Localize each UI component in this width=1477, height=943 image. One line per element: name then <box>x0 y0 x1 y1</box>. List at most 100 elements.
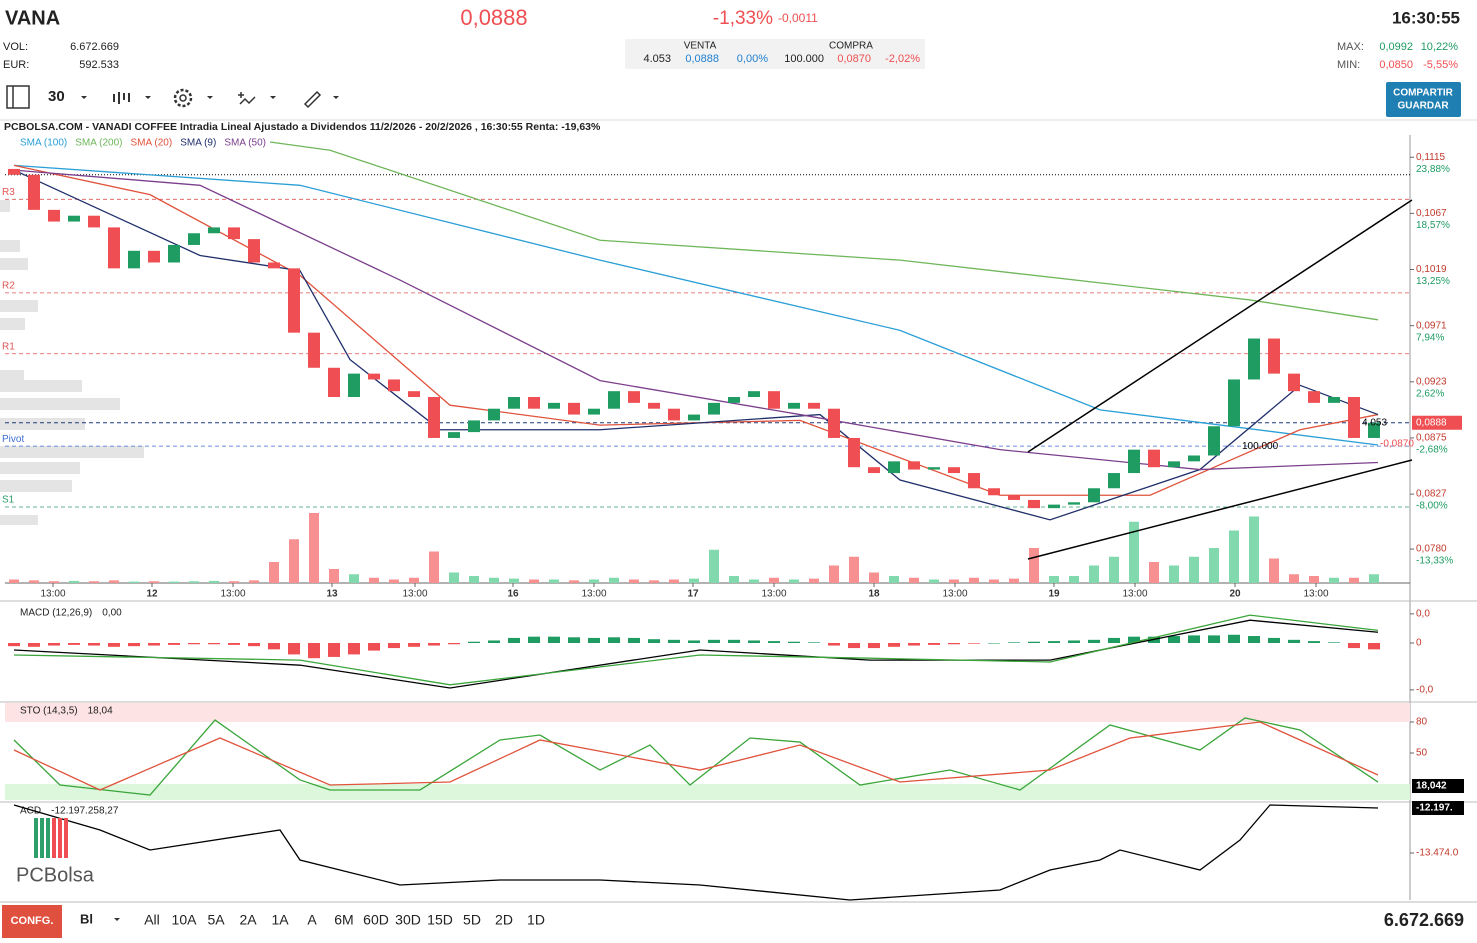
histogram-bar <box>48 643 60 646</box>
compra-qty: 100.000 <box>784 53 824 65</box>
period-button[interactable]: A <box>307 912 317 928</box>
histogram-bar <box>1188 635 1200 643</box>
dropdown-carets[interactable] <box>81 96 339 99</box>
histogram-bar <box>708 639 720 643</box>
symbol: VANA <box>5 7 60 29</box>
volume-bar <box>89 581 99 583</box>
period-button[interactable]: 1A <box>271 912 289 928</box>
histogram-bar <box>528 636 540 643</box>
period-button[interactable]: 2D <box>495 912 513 928</box>
volume-bar <box>149 581 159 583</box>
volume-bar <box>1109 556 1119 583</box>
config-button[interactable] <box>2 905 62 938</box>
histogram-bar <box>788 641 800 643</box>
chart-title: PCBOLSA.COM - VANADI COFFEE Intradia Lin… <box>4 121 601 133</box>
compra-price: 0,0870 <box>837 53 871 65</box>
share-label[interactable]: COMPARTIR <box>1393 88 1454 99</box>
band <box>5 703 1410 723</box>
candle <box>1168 461 1180 468</box>
period-button[interactable]: 1D <box>527 912 545 928</box>
max-label: MAX: <box>1337 41 1364 53</box>
style-select[interactable]: Bl <box>80 911 93 926</box>
histogram-bar <box>808 642 820 643</box>
y-pct-label: 23,88% <box>1416 164 1450 175</box>
y-tick-label: 80 <box>1416 717 1428 728</box>
period-button[interactable]: 10A <box>172 912 198 928</box>
period-button[interactable]: 60D <box>363 912 389 928</box>
volume-bar <box>189 581 199 583</box>
histogram-bar <box>748 640 760 643</box>
histogram-bar <box>28 643 40 647</box>
candle <box>568 402 580 415</box>
period-button[interactable]: 15D <box>427 912 453 928</box>
candle <box>908 461 920 470</box>
candle <box>688 414 700 421</box>
period-button[interactable]: 5A <box>207 912 225 928</box>
histogram-bar <box>148 643 160 646</box>
histogram-bar <box>728 639 740 643</box>
period-button[interactable]: 5D <box>463 912 481 928</box>
draw-icon[interactable] <box>303 90 322 109</box>
histogram-bar <box>228 643 240 645</box>
candle <box>788 402 800 409</box>
volume-bar <box>449 572 459 583</box>
candle <box>728 397 740 403</box>
legend-entry: SMA (20) <box>131 138 173 149</box>
period-button[interactable]: 30D <box>395 912 421 928</box>
price: 0,0888 <box>460 5 527 30</box>
x-tick-label: 13:00 <box>220 589 245 600</box>
volume-bar <box>9 579 19 583</box>
legend-entry: SMA (50) <box>224 138 266 149</box>
period-button[interactable]: All <box>144 912 160 928</box>
volume-bar <box>389 579 399 583</box>
interval[interactable]: 30 <box>48 88 65 105</box>
volume-profile <box>0 200 144 525</box>
share-button[interactable] <box>1386 82 1461 117</box>
volume-bar <box>809 578 819 583</box>
candle <box>448 432 460 438</box>
period-button[interactable]: 2A <box>239 912 257 928</box>
indicator-icon[interactable] <box>238 92 256 105</box>
annotation: -0,0870 <box>1380 438 1414 449</box>
min-pct: -5,55% <box>1423 59 1458 71</box>
volume-bar <box>869 572 879 583</box>
candle <box>928 467 940 470</box>
candle <box>648 402 660 409</box>
settings-icon[interactable] <box>173 88 193 108</box>
histogram-bar <box>988 643 1000 644</box>
volume-bar <box>849 556 859 583</box>
period-button[interactable]: 6M <box>334 912 353 928</box>
series-line <box>269 141 1379 321</box>
candle <box>1028 499 1040 509</box>
book-box <box>625 39 925 69</box>
config-label[interactable]: CONFG. <box>11 915 54 927</box>
candle <box>668 408 680 421</box>
candle <box>248 239 260 263</box>
volume-bar <box>229 581 239 583</box>
candle <box>1308 391 1320 403</box>
x-tick-label: 13:00 <box>761 589 786 600</box>
candle <box>288 268 300 333</box>
candle <box>488 408 500 421</box>
value-label: -12.197. <box>1416 803 1453 814</box>
compra-label: COMPRA <box>829 41 873 52</box>
candle <box>148 250 160 263</box>
histogram-bar <box>268 643 280 650</box>
candle <box>208 227 220 234</box>
y-tick-label: 0,0971 <box>1416 320 1447 331</box>
candle <box>708 402 720 415</box>
candle <box>948 467 960 474</box>
value-label-box <box>1412 800 1464 815</box>
volume-bar <box>129 581 139 583</box>
chart-type-icon[interactable] <box>113 92 130 104</box>
volume-bar <box>709 549 719 583</box>
histogram-bar <box>488 640 500 643</box>
save-label[interactable]: GUARDAR <box>1397 101 1449 112</box>
candle <box>1108 473 1120 489</box>
y-pct-label: -13,33% <box>1416 556 1453 567</box>
volume-bar <box>1309 576 1319 583</box>
panel-toggle[interactable] <box>6 85 30 109</box>
histogram-bar <box>1048 641 1060 643</box>
y-tick-label: -13.474.0 <box>1416 848 1459 859</box>
dropdown-caret[interactable] <box>114 918 120 921</box>
